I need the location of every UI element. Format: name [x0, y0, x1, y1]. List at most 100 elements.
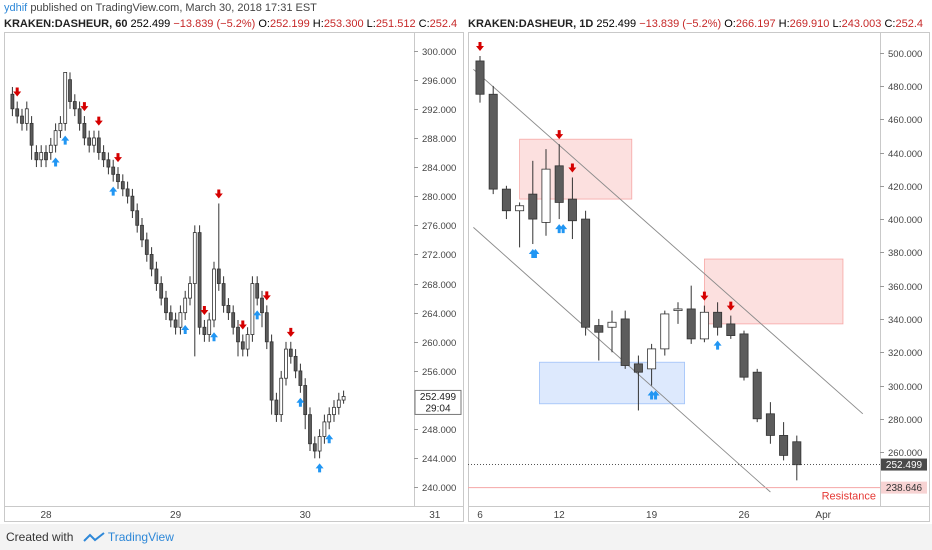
left-candle: [269, 334, 274, 415]
right-y-tick-label: 280.000: [888, 415, 922, 426]
left-candle: [279, 370, 284, 422]
left-candle: [260, 290, 264, 328]
left-y-tick-label: 248.000: [422, 425, 456, 436]
left-sell-signal-arrow: [114, 153, 122, 163]
left-candle: [197, 225, 202, 335]
right-y-tick-label: 300.000: [888, 382, 922, 393]
left-candle: [92, 130, 96, 153]
left-candlestick-chart[interactable]: 300.000 296.000 292.000 288.000 284.000 280.0…: [4, 32, 464, 522]
right-y-tick-label: 360.000: [888, 282, 922, 293]
left-x-tick-label: 31: [429, 510, 441, 521]
left-candle: [34, 145, 39, 168]
right-sell-signal-arrow: [726, 301, 735, 311]
right-last: 252.499: [596, 18, 637, 30]
right-candle: [660, 310, 670, 356]
left-candle: [68, 72, 72, 109]
right-candle: [673, 302, 683, 324]
footer-brand-link[interactable]: TradingView: [107, 530, 174, 544]
left-candle: [140, 218, 144, 248]
left-candle: [154, 261, 159, 291]
right-candle: [686, 285, 696, 344]
left-candle: [308, 407, 312, 452]
right-change: −13.839 (−5.2%): [639, 18, 722, 30]
right-candle: [713, 302, 723, 336]
left-sell-signal-arrow: [200, 305, 209, 315]
right-y-tick-label: 260.000: [888, 448, 922, 459]
right-candle: [779, 422, 789, 461]
left-symbol: KRAKEN:DASHEUR, 60: [4, 18, 128, 30]
right-last-price-label: 252.499: [886, 460, 923, 471]
right-candle: [488, 85, 498, 195]
left-buy-signal-arrow: [315, 463, 324, 473]
left-last: 252.499: [130, 18, 171, 30]
left-candle: [159, 276, 164, 306]
right-open: 266.197: [735, 18, 776, 30]
right-candle: [528, 160, 538, 245]
right-y-tick-label: 460.000: [888, 115, 922, 126]
left-close: 252.4: [429, 18, 458, 30]
left-candle: [202, 319, 207, 342]
left-candle: [212, 261, 216, 328]
supply-zone: [703, 258, 844, 325]
right-y-tick-label: 400.000: [888, 215, 922, 226]
supply-zone: [519, 138, 633, 200]
right-candle: [594, 318, 604, 361]
left-y-tick-label: 260.000: [422, 338, 456, 349]
right-x-tick-label: Apr: [815, 510, 831, 521]
right-candle: [726, 315, 736, 339]
left-y-tick-label: 276.000: [422, 221, 456, 232]
right-x-tick-label: 19: [646, 510, 658, 521]
left-candle: [168, 305, 173, 328]
right-sell-signal-arrow: [568, 163, 577, 173]
right-candle: [620, 310, 630, 369]
left-candle: [173, 312, 178, 335]
left-candle: [87, 130, 92, 153]
left-candle: [207, 312, 212, 342]
left-x-tick-label: 30: [300, 510, 312, 521]
left-candle: [164, 290, 168, 320]
right-y-tick-label: 380.000: [888, 248, 922, 259]
left-high: 253.300: [323, 18, 364, 30]
left-buy-signal-arrow: [210, 332, 218, 342]
right-buy-signal-arrow: [555, 224, 564, 234]
left-low: 251.512: [375, 18, 416, 30]
left-y-tick-label: 268.000: [422, 280, 456, 291]
left-candle: [188, 276, 192, 306]
left-sell-signal-arrow: [80, 102, 89, 112]
left-y-tick-label: 292.000: [422, 105, 456, 116]
right-candle: [581, 210, 591, 336]
left-sell-signal-arrow: [262, 291, 271, 301]
right-candle: [765, 402, 775, 444]
right-y-tick-label: 500.000: [888, 49, 922, 60]
left-candle: [288, 341, 293, 364]
left-candle: [341, 390, 346, 404]
left-candle: [149, 247, 154, 277]
right-candle: [647, 343, 657, 386]
left-sell-signal-arrow: [13, 87, 22, 97]
resistance-price-label: 238.646: [886, 483, 923, 494]
left-candle: [135, 203, 140, 233]
left-candle: [144, 232, 149, 262]
right-y-axis: 500.000 480.000 460.000 440.000 420.000 400.0…: [880, 49, 922, 459]
left-buy-signal-arrow: [61, 135, 70, 145]
right-low: 243.003: [841, 18, 882, 30]
left-y-tick-label: 284.000: [422, 163, 456, 174]
right-y-tick-label: 340.000: [888, 315, 922, 326]
left-y-axis: 300.000 296.000 292.000 288.000 284.000 280.0…: [414, 47, 456, 494]
left-candle: [327, 407, 332, 430]
right-candlestick-chart[interactable]: 500.000 480.000 460.000 440.000 420.000 400.0…: [468, 32, 930, 522]
left-candle: [332, 400, 336, 422]
left-candle: [39, 145, 44, 168]
left-candle: [183, 290, 188, 320]
left-candle: [178, 305, 183, 335]
right-candle: [554, 144, 564, 220]
left-buy-signal-arrow: [253, 310, 262, 320]
left-sell-signal-arrow: [238, 320, 247, 330]
publish-info: published on TradingView.com, March 30, …: [30, 2, 317, 14]
right-y-tick-label: 440.000: [888, 149, 922, 160]
right-sell-signal-arrow: [476, 41, 484, 51]
publisher-username[interactable]: ydhif: [4, 2, 28, 14]
left-candle: [231, 305, 236, 335]
left-y-tick-label: 244.000: [422, 454, 456, 465]
right-y-tick-label: 320.000: [888, 348, 922, 359]
